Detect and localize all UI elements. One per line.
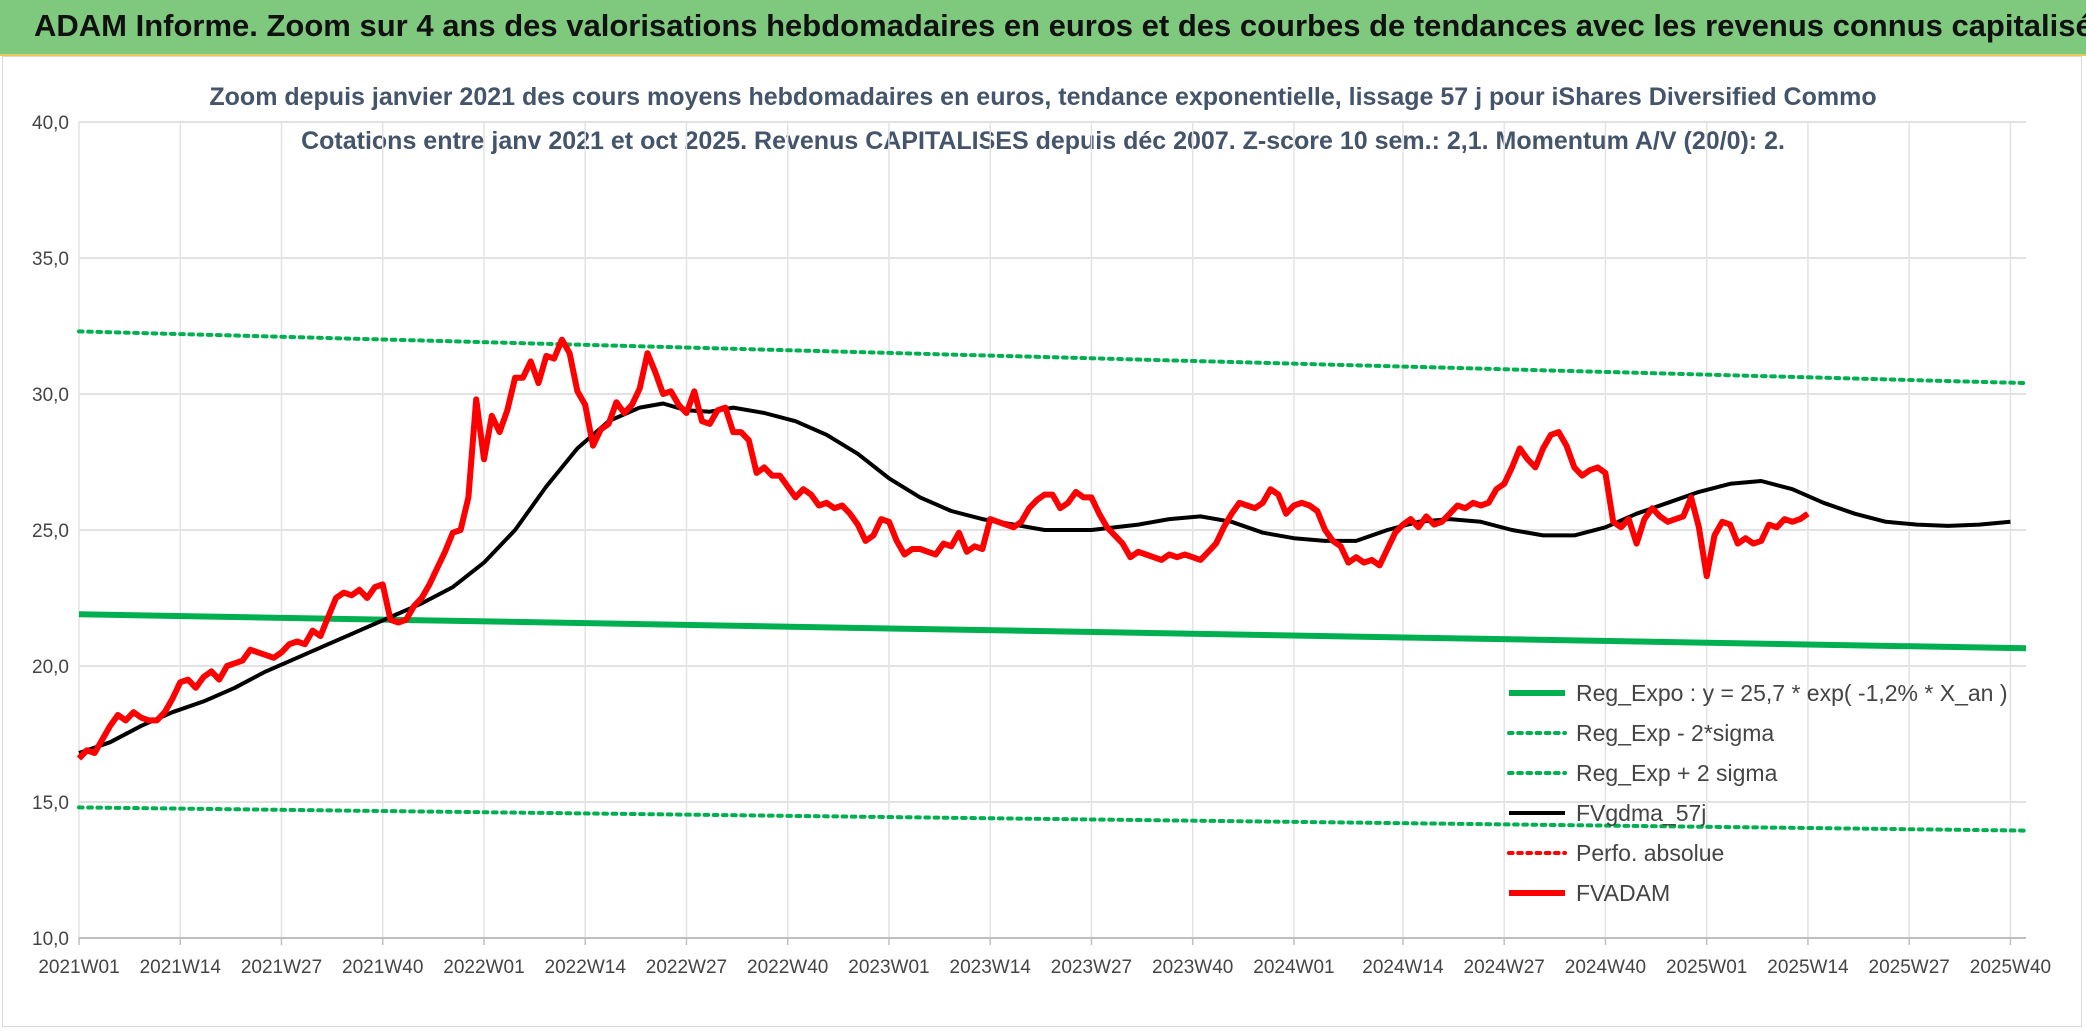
y-tick-label: 30,0 xyxy=(32,385,69,406)
legend-item: Perfo. absolue xyxy=(1506,833,2008,873)
series-line-5 xyxy=(76,336,1810,761)
x-tick-label: 2022W40 xyxy=(747,957,828,978)
x-tick-label: 2023W14 xyxy=(950,957,1032,978)
x-axis: 2021W01 2021W14 2021W27 2021W40 2022W01 2022W… xyxy=(38,937,2051,978)
x-tick-label: 2024W01 xyxy=(1253,957,1334,978)
x-tick-label: 2025W27 xyxy=(1869,957,1950,978)
y-axis: 10,0 15,0 20,0 25,0 30,0 35,0 40,0 xyxy=(32,113,69,950)
legend-label: Perfo. absolue xyxy=(1576,839,1725,866)
series-line-0 xyxy=(78,611,2027,652)
x-tick-label: 2024W40 xyxy=(1565,957,1646,978)
series-line-2 xyxy=(77,329,2028,386)
x-tick-label: 2025W01 xyxy=(1666,957,1747,978)
series xyxy=(76,329,2028,833)
x-tick-label: 2021W01 xyxy=(38,957,119,978)
banner-title: ADAM Informe. Zoom sur 4 ans des valoris… xyxy=(34,8,2086,43)
y-tick-label: 25,0 xyxy=(32,521,69,542)
x-tick-label: 2021W14 xyxy=(140,957,222,978)
legend-label: FVgdma_57j xyxy=(1576,799,1707,826)
legend-swatch xyxy=(1509,890,1565,896)
legend-label: Reg_Expo : y = 25,7 * exp( -1,2% * X_an … xyxy=(1576,679,2008,706)
legend-item: Reg_Expo : y = 25,7 * exp( -1,2% * X_an … xyxy=(1506,673,2008,713)
legend-swatch xyxy=(1509,811,1565,815)
legend-swatch xyxy=(1507,771,1567,775)
legend-label: FVADAM xyxy=(1576,879,1671,906)
x-tick-label: 2022W01 xyxy=(443,957,524,978)
y-tick-label: 35,0 xyxy=(32,249,69,270)
x-tick-label: 2022W14 xyxy=(545,957,627,978)
y-tick-label: 20,0 xyxy=(32,657,69,678)
legend-label: Reg_Exp + 2 sigma xyxy=(1576,759,1778,786)
chart-subtitle: Cotations entre janv 2021 et oct 2025. R… xyxy=(301,127,1785,155)
chart-frame xyxy=(2,56,2082,1027)
x-tick-label: 2023W01 xyxy=(848,957,929,978)
x-tick-label: 2023W40 xyxy=(1152,957,1233,978)
y-tick-label: 40,0 xyxy=(32,113,69,134)
chart-title: Zoom depuis janvier 2021 des cours moyen… xyxy=(209,83,1877,111)
x-tick-label: 2024W27 xyxy=(1464,957,1545,978)
legend-item: Reg_Exp - 2*sigma xyxy=(1506,713,2008,753)
legend-item: FVADAM xyxy=(1506,873,2008,913)
x-tick-label: 2021W40 xyxy=(342,957,423,978)
chart-legend: Reg_Expo : y = 25,7 * exp( -1,2% * X_an … xyxy=(1506,673,2008,913)
x-tick-label: 2023W27 xyxy=(1051,957,1132,978)
legend-item: Reg_Exp + 2 sigma xyxy=(1506,753,2008,793)
series-line-1 xyxy=(77,805,2028,833)
y-tick-label: 15,0 xyxy=(32,793,69,814)
y-tick-label: 10,0 xyxy=(32,929,69,950)
x-tick-label: 2022W27 xyxy=(646,957,727,978)
legend-swatch xyxy=(1507,731,1567,735)
x-tick-label: 2021W27 xyxy=(241,957,322,978)
report-banner: ADAM Informe. Zoom sur 4 ans des valoris… xyxy=(0,0,2086,56)
legend-swatch xyxy=(1507,851,1567,855)
x-tick-label: 2025W14 xyxy=(1767,957,1849,978)
x-tick-label: 2024W14 xyxy=(1362,957,1444,978)
legend-label: Reg_Exp - 2*sigma xyxy=(1576,719,1775,746)
legend-swatch xyxy=(1509,690,1565,696)
legend-item: FVgdma_57j xyxy=(1506,793,2008,833)
x-tick-label: 2025W40 xyxy=(1970,957,2051,978)
